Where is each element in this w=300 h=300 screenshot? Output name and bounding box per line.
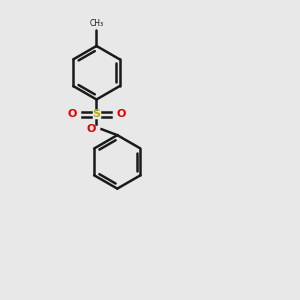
Text: S: S: [92, 109, 101, 119]
Text: O: O: [116, 109, 126, 119]
Text: O: O: [86, 124, 96, 134]
Text: O: O: [67, 109, 76, 119]
Text: CH₃: CH₃: [89, 19, 103, 28]
